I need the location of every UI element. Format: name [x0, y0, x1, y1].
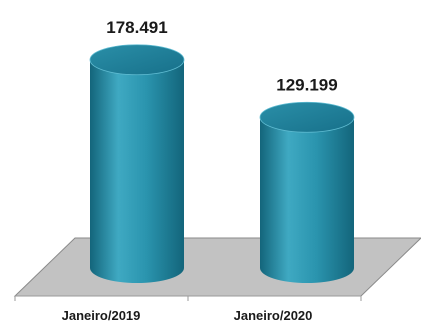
data-label-janeiro-2020: 129.199: [276, 75, 337, 94]
x-tick-label-janeiro-2019: Janeiro/2019: [62, 308, 141, 323]
bar-top-janeiro-2019: [90, 45, 184, 75]
bar-janeiro-2020: [260, 117, 354, 283]
chart-floor: [15, 238, 421, 296]
data-label-janeiro-2019: 178.491: [106, 18, 167, 37]
x-tick-label-janeiro-2020: Janeiro/2020: [234, 308, 313, 323]
bar-janeiro-2019: [90, 60, 184, 283]
bar-top-janeiro-2020: [260, 102, 354, 132]
